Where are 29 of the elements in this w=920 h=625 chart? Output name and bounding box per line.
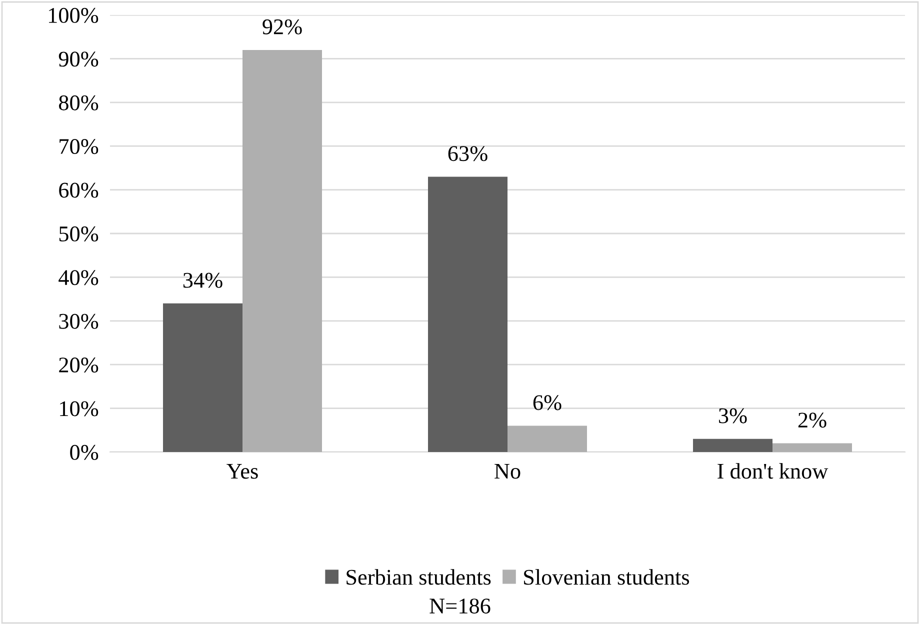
- y-tick-label: 10%: [60, 401, 98, 416]
- y-tick-label: 0%: [70, 444, 98, 460]
- y-tick-label: 40%: [58, 270, 98, 286]
- data-label: 92%: [262, 19, 302, 34]
- text: N=186: [430, 598, 490, 614]
- y-tick-label: 70%: [60, 139, 98, 154]
- y-tick-label: 90%: [58, 52, 98, 67]
- bar: [428, 176, 508, 452]
- legend-label: Slovenian students: [524, 569, 690, 585]
- data-label: 34%: [183, 272, 222, 288]
- data-label: 2%: [798, 412, 826, 428]
- x-tick-label: I don't know: [718, 463, 828, 479]
- data-label: 3%: [719, 408, 747, 424]
- bar: [772, 443, 852, 452]
- bar: [163, 303, 242, 452]
- legend-label: Serbian students: [346, 569, 491, 585]
- bar: [242, 50, 322, 452]
- data-label: 6%: [533, 395, 562, 410]
- y-tick-label: 60%: [59, 182, 98, 198]
- y-tick-label: 80%: [59, 95, 98, 110]
- x-tick-label: Yes: [226, 464, 258, 479]
- bar: [508, 426, 587, 452]
- bar: [693, 438, 772, 452]
- y-tick-label: 50%: [59, 226, 98, 242]
- y-tick-label: 100%: [49, 8, 98, 23]
- y-tick-label: 20%: [59, 358, 98, 373]
- x-tick-label: No: [494, 464, 520, 479]
- y-tick-label: 30%: [59, 314, 98, 329]
- data-label: 63%: [448, 146, 488, 162]
